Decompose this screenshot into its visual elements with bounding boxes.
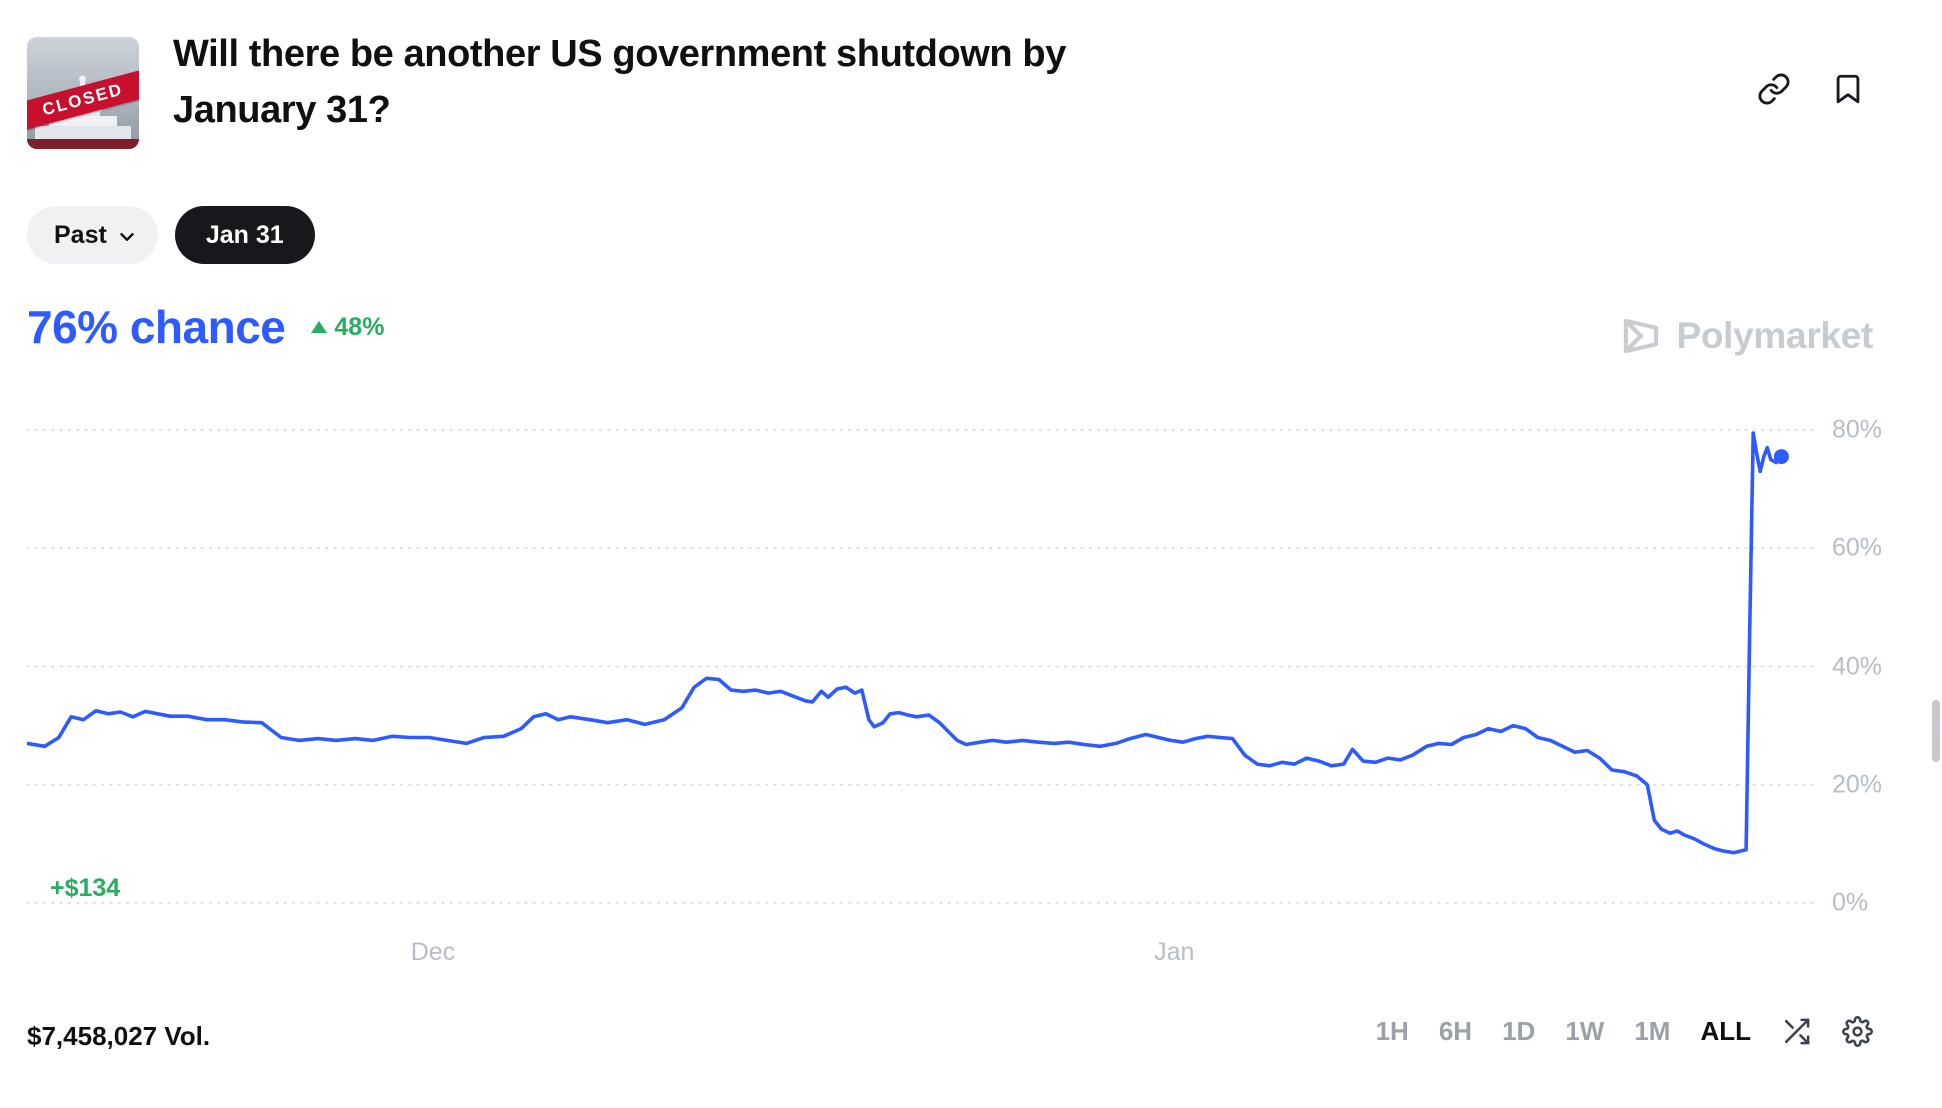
- current-price-dot: [1773, 449, 1789, 465]
- range-1m[interactable]: 1M: [1634, 1016, 1671, 1046]
- chance-row: 76% chance 48%: [27, 300, 384, 354]
- date-pill-jan-31[interactable]: Jan 31: [174, 206, 315, 264]
- bookmark-icon[interactable]: [1831, 72, 1865, 106]
- header-actions: [1757, 72, 1865, 106]
- up-arrow-icon: [311, 321, 328, 333]
- copy-link-icon[interactable]: [1757, 72, 1791, 106]
- y-axis-label: 80%: [1832, 415, 1883, 444]
- page-title: Will there be another US government shut…: [173, 33, 1066, 131]
- chevron-down-icon: [116, 226, 138, 248]
- polymarket-watermark: Polymarket: [1619, 314, 1874, 358]
- range-6h[interactable]: 6H: [1438, 1016, 1473, 1046]
- range-all[interactable]: ALL: [1700, 1016, 1751, 1046]
- range-1d[interactable]: 1D: [1502, 1016, 1536, 1046]
- range-1w[interactable]: 1W: [1565, 1016, 1605, 1046]
- y-axis-label: 60%: [1832, 533, 1883, 562]
- price-chart-svg: [25, 429, 1819, 904]
- pnl-indicator: +$134: [50, 874, 121, 902]
- past-dropdown[interactable]: Past: [27, 206, 158, 264]
- y-axis-label: 0%: [1832, 888, 1869, 917]
- chance-value: 76% chance: [27, 301, 286, 353]
- chance-change: 48%: [311, 313, 384, 342]
- settings-gear-icon[interactable]: [1842, 1016, 1873, 1047]
- y-axis-label: 40%: [1832, 652, 1883, 680]
- probability-line: [25, 431, 1784, 855]
- chart-toolbar: 1H 6H 1D 1W 1M ALL: [1376, 1016, 1873, 1047]
- range-1h[interactable]: 1H: [1375, 1016, 1409, 1046]
- compare-shuffle-icon[interactable]: [1781, 1016, 1812, 1047]
- market-thumbnail: CLOSED: [27, 37, 139, 149]
- volume-label: $7,458,027 Vol.: [27, 1021, 211, 1051]
- x-axis-label: Dec: [410, 938, 456, 966]
- chance-change-value: 48%: [334, 312, 385, 341]
- x-axis-label: Jan: [1154, 938, 1195, 966]
- price-chart[interactable]: [25, 400, 1819, 920]
- scrollbar-thumb[interactable]: [1932, 700, 1940, 762]
- polymarket-wordmark: Polymarket: [1676, 315, 1874, 356]
- polymarket-logo-icon: [1623, 318, 1658, 354]
- outcome-filters: Past Jan 31: [27, 206, 315, 264]
- past-dropdown-label: Past: [54, 220, 107, 249]
- y-axis-label: 20%: [1832, 770, 1883, 799]
- thumbnail-base: [27, 139, 139, 149]
- range-buttons: 1H 6H 1D 1W 1M ALL: [1376, 1016, 1751, 1047]
